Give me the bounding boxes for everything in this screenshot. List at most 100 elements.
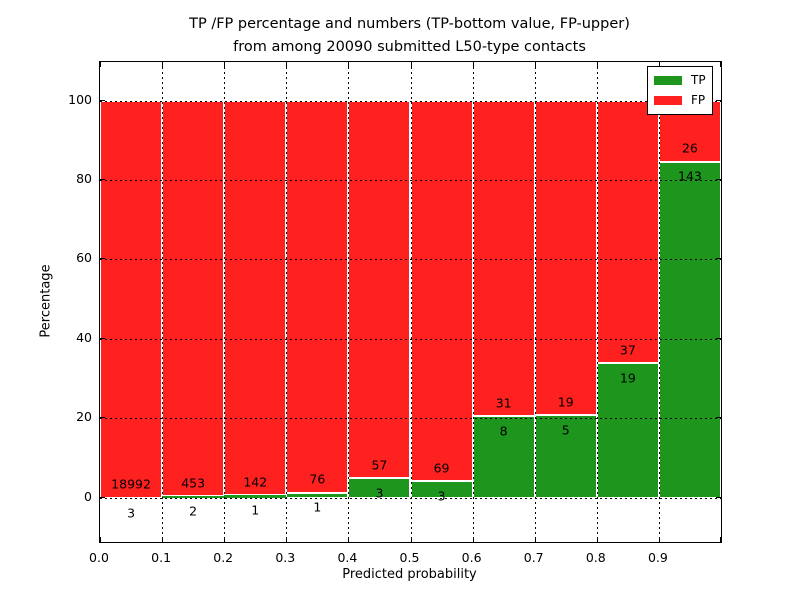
axis-tick: [716, 496, 721, 498]
tp-count-label: 1: [251, 502, 260, 518]
bar-tp-segment: [162, 496, 225, 498]
tp-count-label: 5: [561, 422, 570, 438]
tp-count-label: 143: [678, 168, 702, 184]
axis-tick: [720, 537, 721, 542]
axis-tick: [472, 62, 474, 67]
axis-tick: [410, 62, 412, 67]
gridline-horizontal: [100, 259, 721, 261]
bar-tp-segment: [658, 161, 721, 498]
bar-tp-segment: [534, 415, 597, 498]
gridline-horizontal: [100, 100, 721, 102]
fp-count-label: 26: [681, 140, 698, 156]
legend-label-tp: TP: [691, 73, 706, 87]
axis-tick: [716, 99, 721, 101]
y-tick-label: 40: [76, 329, 92, 345]
axis-tick: [534, 537, 536, 542]
bar-tp-segment: [224, 495, 287, 498]
bar-fp-segment: [534, 100, 597, 416]
legend-swatch-tp: [654, 75, 682, 85]
axis-tick: [348, 537, 350, 542]
axis-tick: [716, 337, 721, 339]
gridline-vertical: [286, 62, 288, 542]
x-axis-label: Predicted probability: [342, 567, 477, 582]
tp-count-label: 3: [127, 505, 136, 521]
tp-count-label: 8: [499, 423, 508, 439]
gridline-vertical: [410, 62, 412, 542]
bar-fp-segment: [100, 100, 163, 498]
legend: TP FP: [647, 66, 713, 115]
axis-tick: [716, 258, 721, 260]
x-tick-label: 0.2: [213, 550, 234, 565]
x-tick-label: 0.6: [461, 550, 482, 565]
x-tick-label: 0.7: [523, 550, 544, 565]
axis-tick: [224, 62, 226, 67]
axis-tick: [100, 496, 105, 498]
gridline-vertical: [162, 62, 164, 542]
chart-title-line2: from among 20090 submitted L50-type cont…: [233, 38, 586, 55]
y-tick-label: 100: [68, 91, 92, 107]
axis-tick: [100, 258, 105, 260]
fp-count-label: 57: [371, 457, 388, 473]
fp-count-label: 76: [309, 471, 326, 487]
bar-fp-segment: [596, 100, 659, 364]
y-tick-label: 80: [76, 171, 92, 186]
y-tick-label: 20: [76, 409, 92, 425]
axis-tick: [658, 62, 660, 67]
axis-tick: [716, 179, 721, 180]
axis-tick: [100, 417, 105, 419]
legend-label-fp: FP: [691, 93, 706, 107]
axis-tick: [596, 537, 598, 542]
gridline-vertical: [596, 62, 598, 542]
fp-count-label: 19: [557, 394, 574, 410]
bar-fp-segment: [472, 100, 535, 417]
y-tick-label: 0: [84, 488, 92, 504]
x-tick-label: 0.3: [275, 550, 296, 565]
gridline-horizontal: [100, 497, 721, 499]
chart-title-line1: TP /FP percentage and numbers (TP-bottom…: [189, 16, 630, 32]
chart-title: TP /FP percentage and numbers (TP-bottom…: [99, 13, 720, 58]
gridline-vertical: [534, 62, 536, 542]
axis-tick: [162, 62, 164, 67]
fp-count-label: 453: [181, 475, 206, 491]
axis-tick: [100, 179, 105, 180]
fp-count-label: 31: [495, 395, 512, 411]
x-tick-label: 0.8: [585, 550, 606, 565]
fp-count-label: 142: [243, 474, 268, 490]
axis-tick: [348, 62, 350, 67]
axis-tick: [286, 537, 288, 542]
fp-count-label: 18992: [111, 476, 151, 492]
x-tick-label: 0.5: [399, 550, 420, 565]
bar-fp-segment: [286, 100, 349, 493]
y-tick-label: 60: [76, 250, 92, 266]
gridline-horizontal: [100, 180, 721, 181]
x-tick-label: 0.1: [151, 550, 172, 565]
x-tick-label: 0.9: [647, 550, 668, 565]
gridline-vertical: [472, 62, 474, 542]
gridline-horizontal: [100, 418, 721, 420]
legend-entry-fp: FP: [654, 90, 706, 110]
axis-tick: [410, 537, 412, 542]
axis-tick: [534, 62, 536, 67]
axis-tick: [224, 537, 226, 542]
gridline-horizontal: [100, 338, 721, 340]
plot-area: TP FP 18992 3 453 2 142 1 76 1 57 3 69 3 31 8 19 5 37 19 26…: [99, 61, 722, 543]
tp-count-label: 3: [437, 488, 446, 504]
fp-count-label: 37: [619, 342, 636, 358]
axis-tick: [286, 62, 288, 67]
x-tick-label: 0.0: [89, 550, 109, 565]
axis-tick: [716, 417, 721, 419]
bar-fp-segment: [162, 100, 225, 497]
fp-count-label: 69: [433, 460, 450, 476]
gridline-vertical: [224, 62, 226, 542]
bar-fp-segment: [224, 100, 287, 496]
axis-tick: [658, 537, 660, 542]
legend-entry-tp: TP: [654, 70, 706, 90]
axis-tick: [100, 62, 101, 67]
gridline-vertical: [348, 62, 350, 542]
axis-tick: [162, 537, 164, 542]
gridline-vertical: [658, 62, 660, 542]
axis-tick: [720, 62, 721, 67]
axis-tick: [596, 62, 598, 67]
y-axis-label: Percentage: [38, 264, 54, 338]
